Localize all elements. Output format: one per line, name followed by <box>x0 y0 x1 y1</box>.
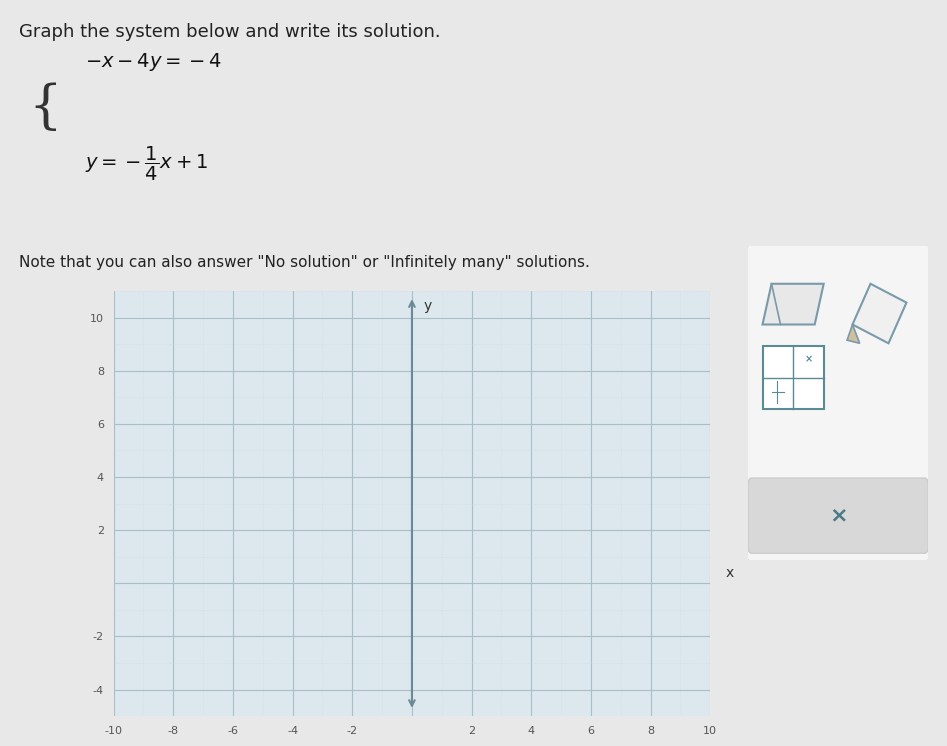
Text: ×: × <box>829 506 848 526</box>
Text: Graph the system below and write its solution.: Graph the system below and write its sol… <box>19 22 440 41</box>
Text: ×: × <box>804 354 813 364</box>
FancyBboxPatch shape <box>762 346 824 409</box>
FancyBboxPatch shape <box>748 478 928 554</box>
Text: x: x <box>725 565 733 580</box>
Text: Note that you can also answer "No solution" or "Infinitely many" solutions.: Note that you can also answer "No soluti… <box>19 255 590 270</box>
FancyBboxPatch shape <box>746 243 930 562</box>
Text: $-x-4y=-4$: $-x-4y=-4$ <box>85 51 223 73</box>
Text: y: y <box>424 299 432 313</box>
Text: {: { <box>28 82 63 134</box>
Polygon shape <box>848 325 860 343</box>
Polygon shape <box>852 283 906 343</box>
Polygon shape <box>762 283 824 325</box>
Text: $y=-\dfrac{1}{4}x+1$: $y=-\dfrac{1}{4}x+1$ <box>85 145 208 184</box>
